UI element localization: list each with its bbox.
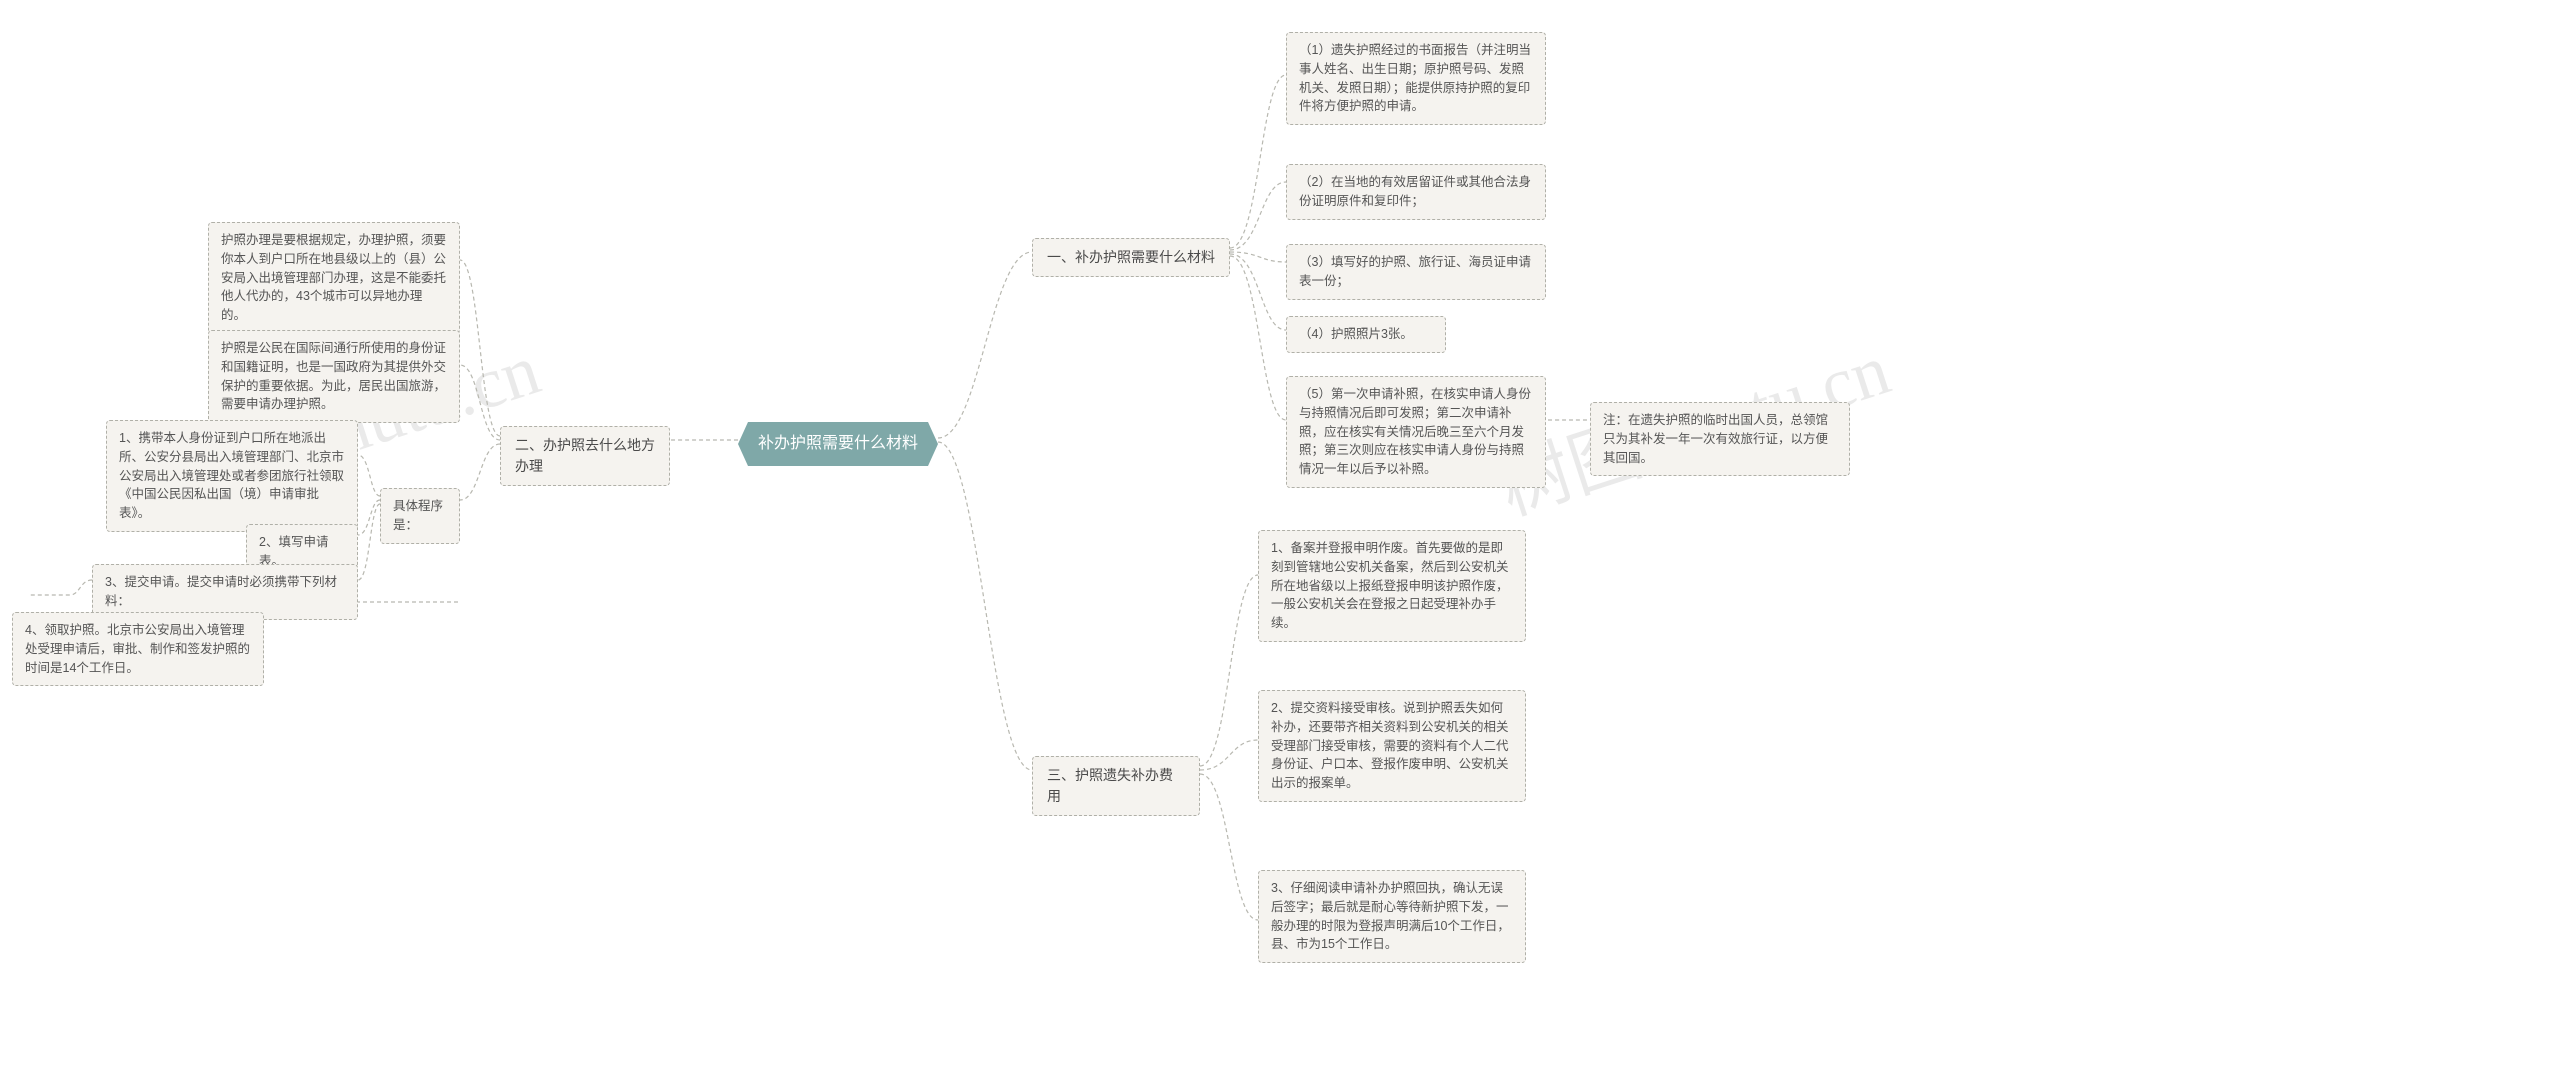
leaf-b1-5: （5）第一次申请补照，在核实申请人身份与持照情况后即可发照；第二次申请补照，应在… <box>1286 376 1546 488</box>
leaf-b1-4: （4）护照照片3张。 <box>1286 316 1446 353</box>
leaf-b1-2: （2）在当地的有效居留证件或其他合法身份证明原件和复印件； <box>1286 164 1546 220</box>
leaf-b3-2: 2、提交资料接受审核。说到护照丢失如何补办，还要带齐相关资料到公安机关的相关受理… <box>1258 690 1526 802</box>
leaf-b2-2: 护照是公民在国际间通行所使用的身份证和国籍证明，也是一国政府为其提供外交保护的重… <box>208 330 460 423</box>
branch-3[interactable]: 三、护照遗失补办费用 <box>1032 756 1200 816</box>
leaf-b2-1: 护照办理是要根据规定，办理护照，须要你本人到户口所在地县级以上的（县）公安局入出… <box>208 222 460 334</box>
leaf-b3-3: 3、仔细阅读申请补办护照回执，确认无误后签字；最后就是耐心等待新护照下发，一般办… <box>1258 870 1526 963</box>
leaf-b2-3: 具体程序是： <box>380 488 460 544</box>
root-node[interactable]: 补办护照需要什么材料 <box>738 422 938 466</box>
branch-1[interactable]: 一、补办护照需要什么材料 <box>1032 238 1230 277</box>
leaf-b1-3: （3）填写好的护照、旅行证、海员证申请表一份； <box>1286 244 1546 300</box>
leaf-b1-5-note: 注：在遗失护照的临时出国人员，总领馆只为其补发一年一次有效旅行证，以方便其回国。 <box>1590 402 1850 476</box>
leaf-b2-3-1: 1、携带本人身份证到户口所在地派出所、公安分县局出入境管理部门、北京市公安局出入… <box>106 420 358 532</box>
leaf-b1-1: （1）遗失护照经过的书面报告（并注明当事人姓名、出生日期；原护照号码、发照机关、… <box>1286 32 1546 125</box>
branch-2[interactable]: 二、办护照去什么地方办理 <box>500 426 670 486</box>
leaf-b3-1: 1、备案并登报申明作废。首先要做的是即刻到管辖地公安机关备案，然后到公安机关所在… <box>1258 530 1526 642</box>
leaf-b2-3-3-1: 4、领取护照。北京市公安局出入境管理处受理申请后，审批、制作和签发护照的时间是1… <box>12 612 264 686</box>
